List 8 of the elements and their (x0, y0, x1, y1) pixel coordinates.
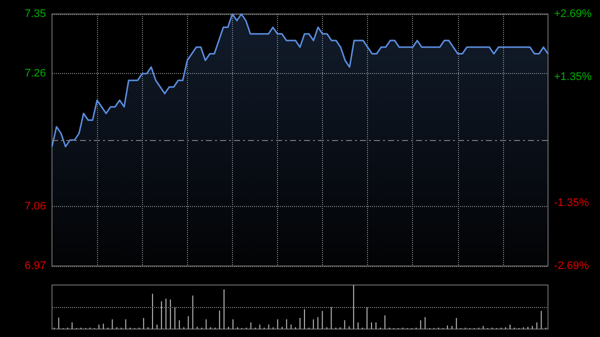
y2-tick-label: +2.69% (554, 8, 592, 20)
y-tick-label: 7.06 (24, 200, 46, 212)
y-tick-label: 6.97 (24, 260, 46, 272)
y2-tick-label: +1.35% (554, 70, 592, 83)
y2-tick-label: -1.35% (554, 197, 590, 210)
y2-tick-label: -2.69% (554, 260, 590, 272)
y-tick-label: 7.35 (24, 8, 46, 20)
y-tick-label: 7.26 (24, 68, 46, 80)
